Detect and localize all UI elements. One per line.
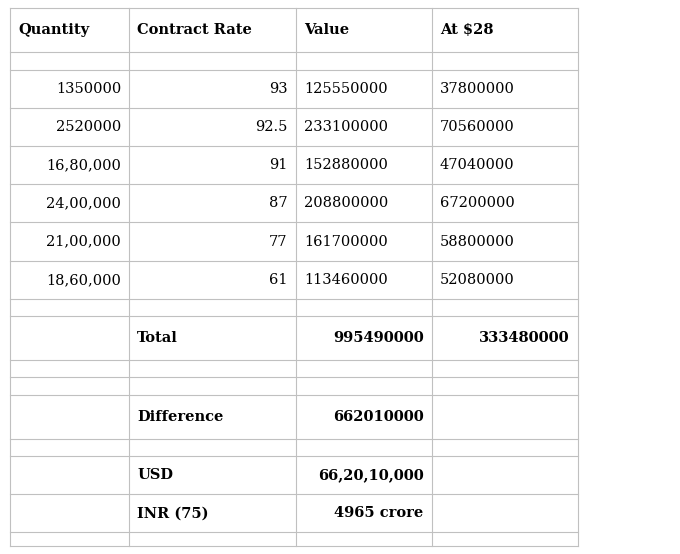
Text: 92.5: 92.5	[255, 120, 288, 134]
Text: 4965 crore: 4965 crore	[335, 506, 424, 520]
Text: 113460000: 113460000	[304, 273, 388, 287]
Text: 58800000: 58800000	[440, 235, 515, 249]
Text: 37800000: 37800000	[440, 81, 515, 96]
Text: 995490000: 995490000	[333, 331, 424, 345]
Text: 125550000: 125550000	[304, 81, 388, 96]
Text: 16,80,000: 16,80,000	[46, 158, 121, 172]
Text: Value: Value	[304, 23, 349, 37]
Text: 91: 91	[269, 158, 288, 172]
Text: Total: Total	[137, 331, 178, 345]
Text: 21,00,000: 21,00,000	[46, 235, 121, 249]
Text: 333480000: 333480000	[479, 331, 570, 345]
Text: 18,60,000: 18,60,000	[46, 273, 121, 287]
Text: Quantity: Quantity	[18, 23, 90, 37]
Text: At $28: At $28	[440, 23, 494, 37]
Text: 2520000: 2520000	[56, 120, 121, 134]
Text: 66,20,10,000: 66,20,10,000	[318, 468, 424, 482]
Text: 662010000: 662010000	[333, 409, 424, 424]
Text: 70560000: 70560000	[440, 120, 515, 134]
Text: 77: 77	[269, 235, 288, 249]
Text: INR (75): INR (75)	[137, 506, 209, 520]
Text: USD: USD	[137, 468, 173, 482]
Text: 93: 93	[269, 81, 288, 96]
Text: 24,00,000: 24,00,000	[46, 196, 121, 211]
Text: 47040000: 47040000	[440, 158, 515, 172]
Text: Contract Rate: Contract Rate	[137, 23, 252, 37]
Text: 152880000: 152880000	[304, 158, 388, 172]
Text: 67200000: 67200000	[440, 196, 515, 211]
Text: 52080000: 52080000	[440, 273, 515, 287]
Text: 161700000: 161700000	[304, 235, 388, 249]
Text: 233100000: 233100000	[304, 120, 388, 134]
Text: 61: 61	[269, 273, 288, 287]
Text: 87: 87	[269, 196, 288, 211]
Text: Difference: Difference	[137, 409, 224, 424]
Text: 208800000: 208800000	[304, 196, 388, 211]
Text: 1350000: 1350000	[56, 81, 121, 96]
